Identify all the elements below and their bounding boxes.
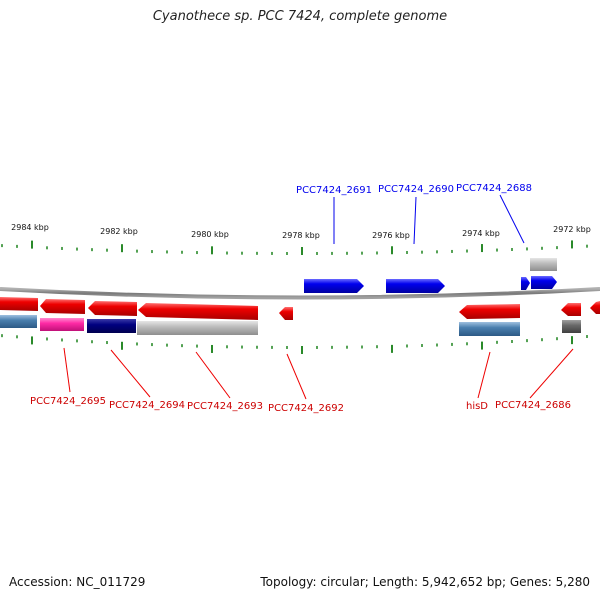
gene-label[interactable]: PCC7424_2686 [495, 400, 571, 411]
gene-feature-grey-top[interactable] [530, 258, 557, 271]
gene-PCC7424_2694[interactable] [88, 301, 137, 316]
gene-label[interactable]: PCC7424_2695 [30, 396, 106, 407]
leader-line [63, 347, 71, 393]
feature-track [0, 315, 581, 336]
leader-line [195, 351, 231, 399]
gene-PCC7424_2690[interactable] [386, 279, 445, 293]
scale-ticks-top [1, 240, 588, 255]
gene-PCC7424_2692[interactable] [279, 307, 293, 320]
scale-tick-label: 2974 kbp [462, 229, 500, 238]
reverse-genes [0, 297, 600, 320]
leader-line [477, 351, 491, 399]
leader-line [413, 196, 417, 245]
feature-grey[interactable] [137, 321, 258, 335]
scale-tick-label: 2978 kbp [282, 231, 320, 240]
gene-PCC7424_2691[interactable] [304, 279, 364, 293]
gene-hisD[interactable] [459, 304, 520, 319]
leader-line [499, 194, 525, 244]
accession-text: Accession: NC_011729 [9, 575, 146, 589]
gene-label[interactable]: hisD [466, 401, 488, 412]
reverse-gene-labels: PCC7424_2695 PCC7424_2694 PCC7424_2693 P… [30, 396, 571, 414]
feature-steel-hisD[interactable] [459, 322, 520, 336]
scale-tick-label: 2976 kbp [372, 231, 410, 240]
feature-dark-grey[interactable] [562, 320, 581, 333]
forward-genes [304, 258, 557, 293]
forward-gene-labels: PCC7424_2691 PCC7424_2690 PCC7424_2688 [296, 183, 532, 196]
genome-backbone [0, 287, 600, 300]
gene-forward-small[interactable] [521, 277, 530, 290]
genome-summary-text: Topology: circular; Length: 5,942,652 bp… [260, 575, 590, 589]
gene-label[interactable]: PCC7424_2691 [296, 185, 372, 196]
gene-PCC7424_2688[interactable] [531, 276, 557, 289]
gene-reverse-edge-right[interactable] [590, 301, 600, 314]
scale-tick-label: 2972 kbp [553, 225, 591, 234]
gene-label[interactable]: PCC7424_2692 [268, 403, 344, 414]
gene-label[interactable]: PCC7424_2690 [378, 184, 454, 195]
scale-tick-label: 2980 kbp [191, 230, 229, 239]
reverse-leaders [63, 347, 574, 400]
gene-label[interactable]: PCC7424_2688 [456, 183, 532, 194]
forward-leaders [333, 194, 525, 245]
leader-line [286, 353, 307, 400]
gene-label[interactable]: PCC7424_2693 [187, 401, 263, 412]
gene-PCC7424_2686[interactable] [561, 303, 581, 316]
scale-tick-label: 2982 kbp [100, 227, 138, 236]
leader-line [110, 349, 151, 398]
leader-line [529, 348, 574, 399]
gene-label[interactable]: PCC7424_2694 [109, 400, 185, 411]
gene-PCC7424_2693[interactable] [138, 303, 258, 320]
scale-ticks-bottom [1, 334, 588, 354]
scale-tick-label: 2984 kbp [11, 223, 49, 232]
feature-steel[interactable] [0, 315, 37, 328]
gene-PCC7424_2695[interactable] [40, 299, 85, 314]
feature-pink[interactable] [40, 318, 84, 331]
gene-reverse-edge[interactable] [0, 297, 38, 311]
feature-navy[interactable] [87, 319, 136, 333]
genome-title: Cyanothece sp. PCC 7424, complete genome [152, 9, 448, 24]
